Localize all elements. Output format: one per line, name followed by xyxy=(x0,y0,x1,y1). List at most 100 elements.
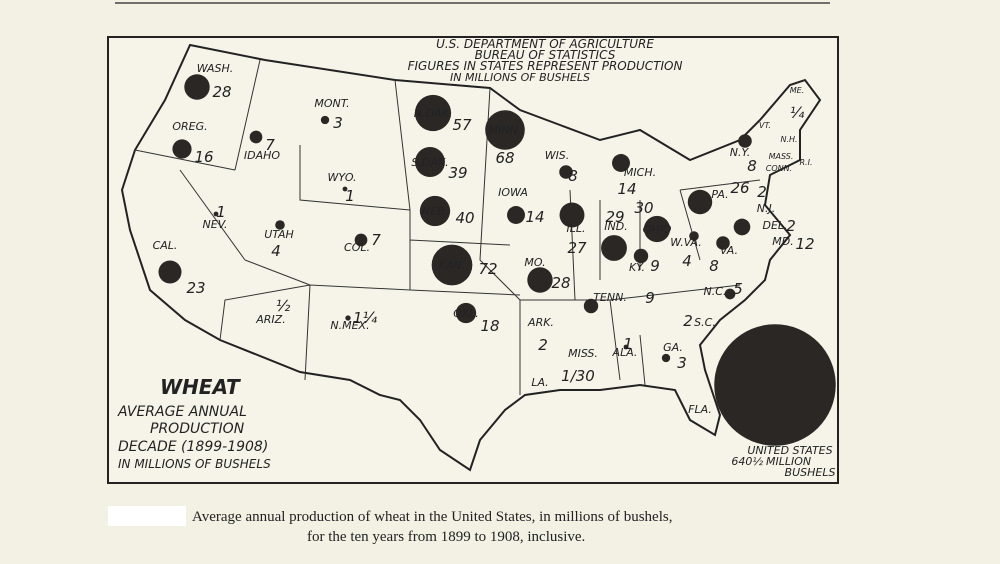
state-value: 1 xyxy=(345,187,355,205)
state-label: WIS. xyxy=(545,149,570,162)
production-dot xyxy=(415,147,445,177)
state-value: 29 xyxy=(605,208,624,226)
caption-line: for the ten years from 1899 to 1908, inc… xyxy=(307,529,585,545)
blank-patch xyxy=(108,506,186,526)
state-value: 3 xyxy=(677,354,687,372)
legend: WHEAT AVERAGE ANNUAL PRODUCTION DECADE (… xyxy=(117,375,271,471)
state-label: N.J. xyxy=(757,202,775,215)
state-value: 3 xyxy=(333,114,343,132)
production-dot xyxy=(507,206,525,224)
production-dot xyxy=(249,130,263,144)
state-value: 7 xyxy=(371,231,381,249)
state-value: 2 xyxy=(786,217,796,235)
state-label: MICH. xyxy=(624,166,656,179)
production-dot xyxy=(687,189,713,215)
map-frame xyxy=(107,36,839,484)
production-dot xyxy=(213,211,219,217)
production-dot xyxy=(633,248,649,264)
state-value: 39 xyxy=(448,164,467,182)
state-label: ME. xyxy=(790,86,805,95)
state-label: MONT. xyxy=(314,97,349,110)
state-value: 23 xyxy=(186,279,205,297)
production-dot xyxy=(419,195,451,227)
production-dot xyxy=(184,74,210,100)
state-value: 30 xyxy=(634,199,653,217)
state-label: VT. xyxy=(759,121,771,130)
production-dot xyxy=(738,134,752,148)
state-value: 8 xyxy=(568,167,578,185)
state-label: N.H. xyxy=(780,135,797,144)
state-label: KAN. xyxy=(439,259,465,272)
header: U.S. DEPARTMENT OF AGRICULTURE BUREAU OF… xyxy=(408,37,683,84)
state-label: UTAH xyxy=(264,228,294,241)
production-dot xyxy=(733,218,751,236)
state-label: MASS. xyxy=(769,152,794,161)
total-value: 640½ xyxy=(731,455,763,468)
state-label: N.Y. xyxy=(730,146,751,159)
state-label: IOWA xyxy=(498,186,528,199)
legend-line: PRODUCTION xyxy=(150,421,245,437)
state-value: 26 xyxy=(730,179,749,197)
total-note: BUSHELS xyxy=(785,466,836,479)
state-value: 40 xyxy=(455,209,474,227)
state-label: WYO. xyxy=(327,171,356,184)
state-label: OKL. xyxy=(453,307,479,320)
state-label: ALA. xyxy=(612,346,638,359)
production-dot xyxy=(320,115,330,125)
production-dot xyxy=(716,236,730,250)
production-dot xyxy=(612,154,630,172)
caption-line: Average annual production of wheat in th… xyxy=(192,509,672,525)
state-label: OREG. xyxy=(172,120,207,133)
state-label: WASH. xyxy=(197,62,234,75)
state-value: 8 xyxy=(747,157,757,175)
state-label: ARK. xyxy=(527,316,554,329)
state-value: 27 xyxy=(567,239,587,257)
state-label: S.DAK. xyxy=(411,156,448,169)
us-outline xyxy=(120,43,822,472)
state-label: W.VA. xyxy=(670,236,701,249)
production-dot xyxy=(601,235,627,261)
state-label: DEL. xyxy=(762,219,787,232)
state-value: 1¼ xyxy=(353,309,378,327)
header-line: BUREAU OF STATISTICS xyxy=(475,48,616,62)
state-value: 7 xyxy=(265,136,275,154)
state-label: NEB. xyxy=(422,205,448,218)
state-label: CAL. xyxy=(153,239,178,252)
production-dot xyxy=(345,315,351,321)
state-label: N.MEX. xyxy=(330,319,369,332)
state-value: 18 xyxy=(480,317,499,335)
state-label: S.C. xyxy=(694,316,716,329)
production-dot xyxy=(689,231,699,241)
legend-line: DECADE (1899-1908) xyxy=(118,439,268,455)
state-label: LA. xyxy=(531,376,548,389)
state-label: MISS. xyxy=(568,347,598,360)
production-dot xyxy=(158,260,182,284)
state-value: 9 xyxy=(650,257,660,275)
state-value: 28 xyxy=(551,274,570,292)
state-label: VA. xyxy=(720,244,738,257)
state-label: ILL. xyxy=(567,222,586,235)
state-value: 2 xyxy=(538,336,548,354)
state-label: FLA. xyxy=(688,403,712,416)
state-value: 14 xyxy=(617,180,636,198)
header-line: FIGURES IN STATES REPRESENT PRODUCTION xyxy=(408,59,683,73)
state-value: 28 xyxy=(212,83,231,101)
state-value: ¼ xyxy=(790,104,805,122)
state-value: 1/30 xyxy=(561,367,595,385)
production-dot xyxy=(354,233,368,247)
state-label: OHIO xyxy=(643,223,672,236)
state-value: 2 xyxy=(683,312,693,330)
state-value: 1 xyxy=(623,335,633,353)
state-label: IND. xyxy=(604,220,627,233)
state-lines xyxy=(134,59,761,395)
state-value: 16 xyxy=(194,148,213,166)
state-value: 57 xyxy=(452,116,472,134)
production-dot xyxy=(431,244,473,286)
total-label: UNITED STATES xyxy=(747,444,832,457)
production-dot xyxy=(455,302,477,324)
production-dot xyxy=(342,186,348,192)
production-dot xyxy=(414,94,452,132)
